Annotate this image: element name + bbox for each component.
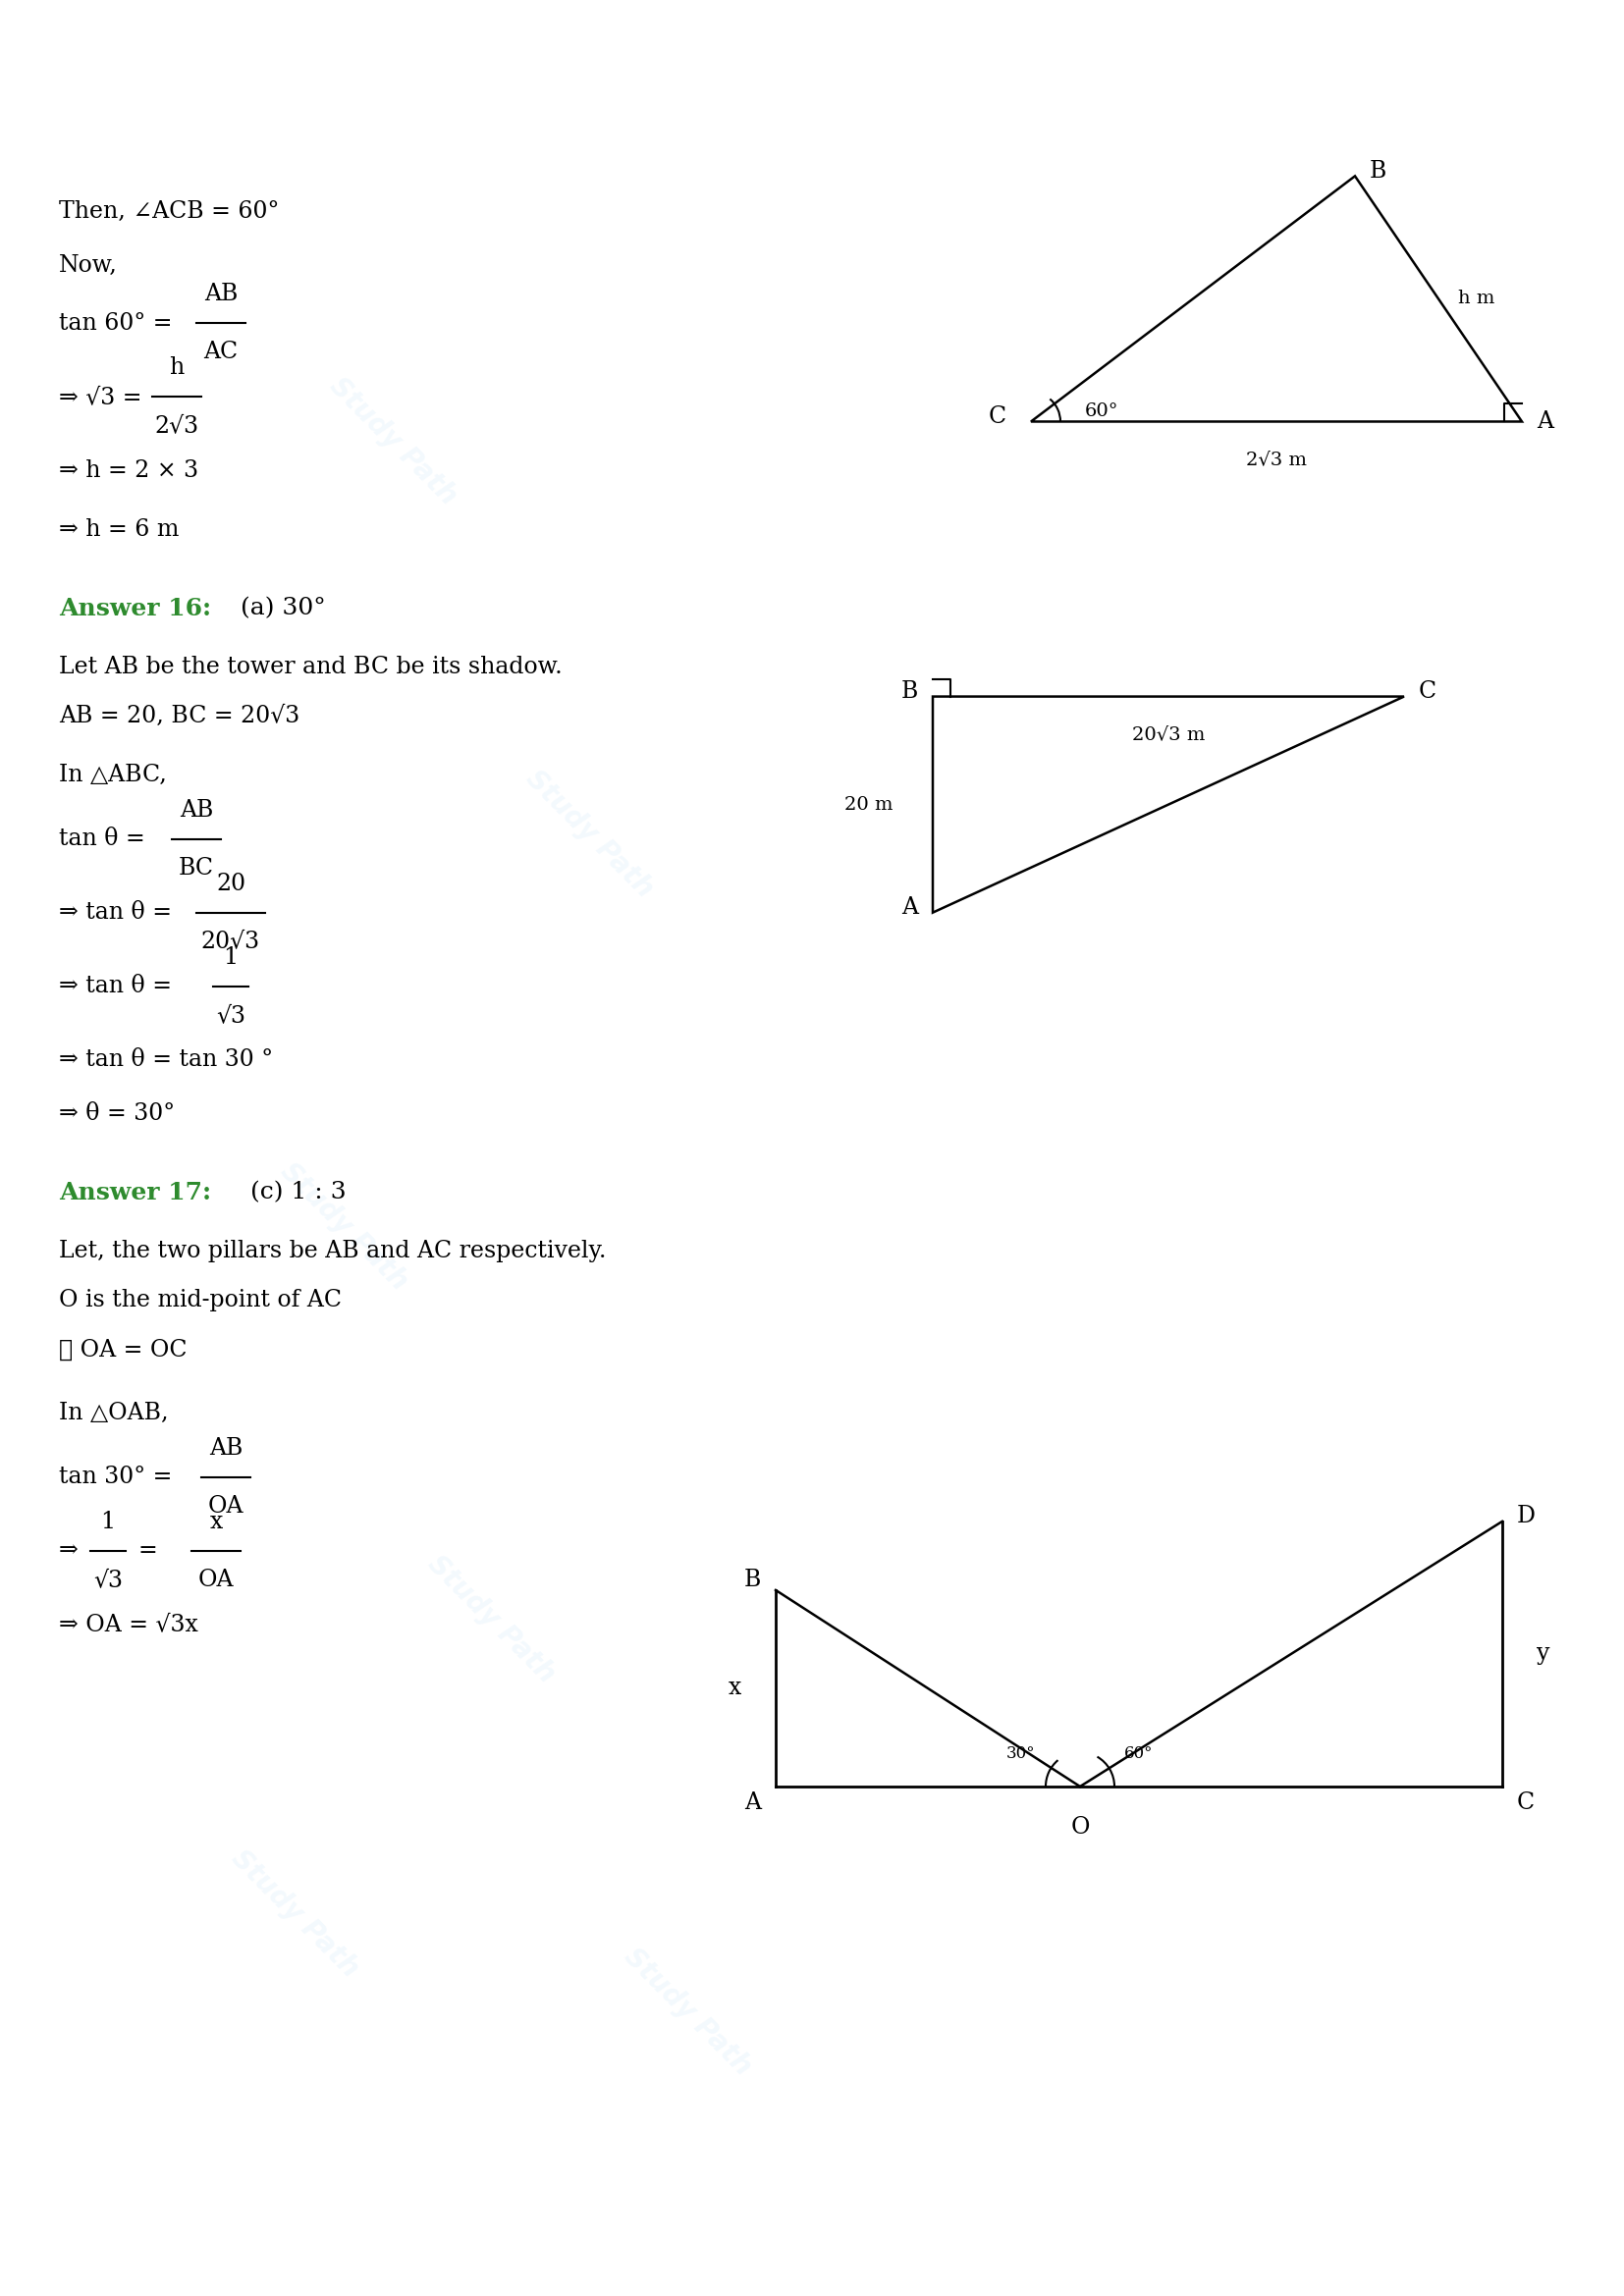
Text: B: B <box>901 680 918 703</box>
Text: 20√3: 20√3 <box>201 930 260 953</box>
Text: ⇒ θ = 30°: ⇒ θ = 30° <box>58 1102 175 1125</box>
Text: AC: AC <box>203 342 239 363</box>
Text: Study Path: Study Path <box>422 1550 560 1688</box>
Text: tan θ =: tan θ = <box>58 827 145 850</box>
Text: AB: AB <box>209 1437 242 1460</box>
Text: ∴ OA = OC: ∴ OA = OC <box>58 1339 187 1362</box>
Text: h: h <box>169 356 184 379</box>
Text: 2√3: 2√3 <box>154 416 198 436</box>
Text: x: x <box>209 1511 222 1534</box>
Text: BC: BC <box>179 856 214 879</box>
Text: ⇒ tan θ =: ⇒ tan θ = <box>58 902 172 923</box>
Text: Let AB be the tower and BC be its shadow.: Let AB be the tower and BC be its shadow… <box>58 657 562 677</box>
Text: tan 60° =: tan 60° = <box>58 312 172 335</box>
Text: In △OAB,: In △OAB, <box>58 1403 169 1424</box>
Text: √3: √3 <box>216 1003 245 1026</box>
Text: In △ABC,: In △ABC, <box>58 765 167 785</box>
Text: O: O <box>1070 1816 1090 1839</box>
Text: C: C <box>989 406 1007 427</box>
Text: Now,: Now, <box>58 255 117 278</box>
Text: √3: √3 <box>93 1568 123 1591</box>
Text: 60°: 60° <box>1124 1745 1153 1761</box>
Text: ⇒ h = 6 m: ⇒ h = 6 m <box>58 519 179 542</box>
Text: (a) 30°: (a) 30° <box>240 597 326 620</box>
Text: tan 30° =: tan 30° = <box>58 1465 172 1488</box>
Text: =: = <box>138 1541 158 1561</box>
Text: Study Path: Study Path <box>226 1846 364 1984</box>
Text: AB: AB <box>180 799 213 822</box>
Text: Answer 17:: Answer 17: <box>58 1180 211 1203</box>
Text: Study Path: Study Path <box>60 78 119 87</box>
Text: Class - X: Class - X <box>747 14 877 41</box>
Text: Study Path: Study Path <box>520 765 658 902</box>
Text: x: x <box>728 1676 741 1699</box>
Text: (c) 1 : 3: (c) 1 : 3 <box>250 1180 346 1203</box>
Text: AB = 20, BC = 20√3: AB = 20, BC = 20√3 <box>58 705 300 728</box>
Text: RS Aggarwal Solutions: RS Aggarwal Solutions <box>638 62 986 90</box>
Text: Chapter 14: Height and Distances: Chapter 14: Height and Distances <box>552 110 1072 138</box>
Text: Page 8 of 14: Page 8 of 14 <box>726 2241 898 2264</box>
Text: A: A <box>1536 411 1553 434</box>
Text: OA: OA <box>208 1495 244 1518</box>
Text: AB: AB <box>205 282 237 305</box>
Text: 60°: 60° <box>1085 402 1119 420</box>
Text: OA: OA <box>198 1568 234 1591</box>
Text: y: y <box>1536 1642 1549 1665</box>
Text: ⇒ tan θ =: ⇒ tan θ = <box>58 976 172 996</box>
Text: A: A <box>901 895 918 918</box>
Text: 1: 1 <box>224 946 239 969</box>
Text: 20√3 m: 20√3 m <box>1132 726 1205 744</box>
Text: ⇒ OA = √3x: ⇒ OA = √3x <box>58 1614 198 1635</box>
Text: B: B <box>744 1568 762 1591</box>
Text: Study Path: Study Path <box>619 1942 757 2082</box>
Text: h m: h m <box>1458 289 1494 308</box>
Text: 30°: 30° <box>1007 1745 1036 1761</box>
Text: D: D <box>1517 1506 1536 1527</box>
Text: ⇒: ⇒ <box>58 1541 78 1561</box>
Text: Study Path: Study Path <box>323 372 461 510</box>
Text: ⇒ tan θ = tan 30 °: ⇒ tan θ = tan 30 ° <box>58 1049 273 1072</box>
Text: 1: 1 <box>101 1511 115 1534</box>
Text: C: C <box>1517 1791 1535 1814</box>
Text: Study Path: Study Path <box>274 1157 412 1295</box>
Text: C: C <box>1419 680 1437 703</box>
Text: 20 m: 20 m <box>844 797 893 813</box>
Text: ⇒ √3 =: ⇒ √3 = <box>58 386 141 409</box>
Text: A: A <box>744 1791 762 1814</box>
Text: O is the mid-point of AC: O is the mid-point of AC <box>58 1288 341 1311</box>
Text: ⇒ h = 2 × 3: ⇒ h = 2 × 3 <box>58 459 198 482</box>
Text: Answer 16:: Answer 16: <box>58 597 211 620</box>
Text: Let, the two pillars be AB and AC respectively.: Let, the two pillars be AB and AC respec… <box>58 1240 606 1263</box>
Text: Then, ∠ACB = 60°: Then, ∠ACB = 60° <box>58 200 279 223</box>
Text: B: B <box>1369 161 1387 181</box>
Text: 2√3 m: 2√3 m <box>1246 450 1307 468</box>
Text: 20: 20 <box>216 872 245 895</box>
